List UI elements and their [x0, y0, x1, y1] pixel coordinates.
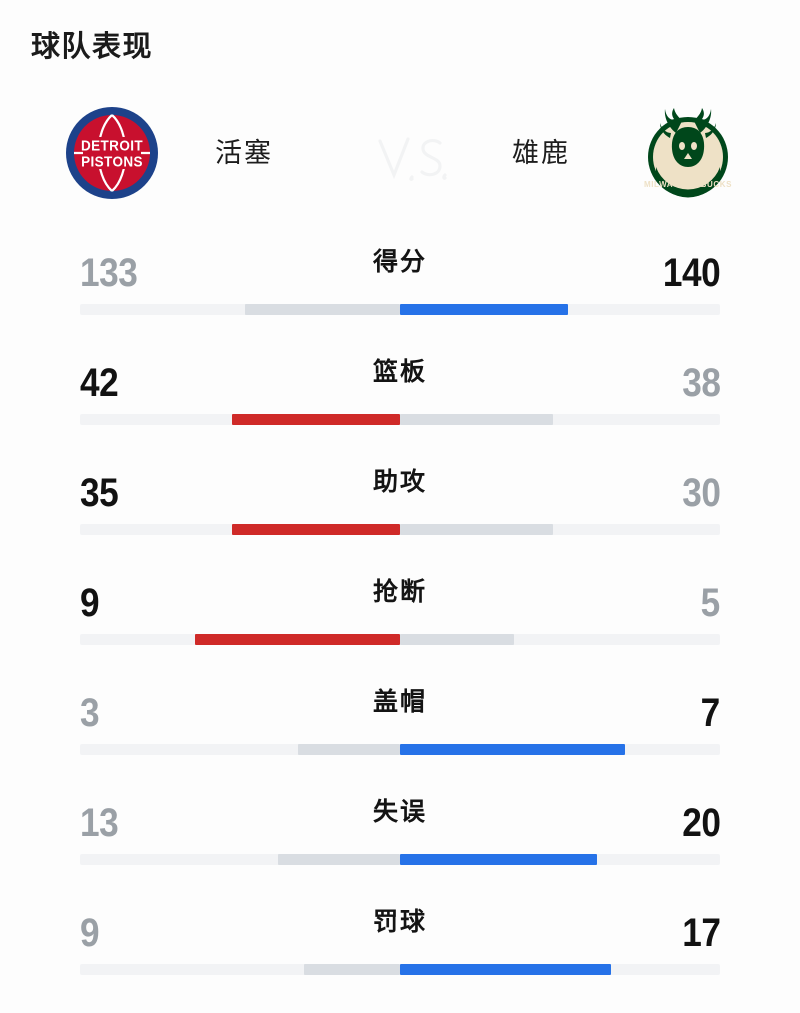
- stat-row: 9 抢断 5: [0, 560, 800, 670]
- left-stat-value: 13: [80, 801, 119, 845]
- svg-text:PISTONS: PISTONS: [81, 153, 143, 170]
- stat-row: 42 篮板 38: [0, 340, 800, 450]
- stat-label: 助攻: [372, 468, 427, 496]
- left-stat-value: 35: [80, 471, 119, 515]
- right-bar-segment: [400, 744, 626, 755]
- stat-label: 盖帽: [372, 688, 427, 716]
- left-stat-value: 9: [80, 911, 100, 955]
- right-bar-segment: [400, 964, 612, 975]
- milwaukee-bucks-logo: MILWAUKEE BUCKS: [640, 105, 736, 201]
- right-stat-value: 30: [681, 471, 721, 515]
- stat-bar-track: [80, 524, 720, 535]
- stat-label: 抢断: [372, 578, 427, 606]
- stat-row: 13 失误 20: [0, 780, 800, 890]
- right-team-name: 雄鹿: [512, 138, 570, 168]
- svg-text:DETROIT: DETROIT: [81, 137, 143, 154]
- stat-bar-track: [80, 964, 720, 975]
- left-stat-value: 9: [80, 581, 100, 625]
- detroit-pistons-logo: DETROIT PISTONS: [64, 105, 160, 201]
- right-stat-value: 38: [681, 361, 721, 405]
- left-bar-segment: [231, 524, 400, 535]
- left-bar-segment: [231, 414, 400, 425]
- left-team-name: 活塞: [215, 138, 273, 168]
- right-stat-value: 20: [681, 801, 721, 845]
- stat-label: 失误: [372, 798, 427, 826]
- right-stat-value: 7: [700, 691, 721, 735]
- right-stat-value: 17: [681, 911, 721, 955]
- right-bar-segment: [400, 304, 569, 315]
- page-title: 球队表现: [31, 31, 154, 63]
- right-bar-segment: [400, 854, 598, 865]
- vs-label: [368, 133, 458, 185]
- right-bar-segment: [400, 634, 514, 645]
- stat-label: 得分: [372, 248, 427, 276]
- right-stat-value: 140: [662, 251, 721, 295]
- stat-row: 3 盖帽 7: [0, 670, 800, 780]
- stat-label: 篮板: [372, 358, 427, 386]
- left-stat-value: 133: [80, 251, 138, 295]
- stat-label: 罚球: [372, 908, 427, 936]
- left-bar-segment: [304, 964, 400, 975]
- stat-row: 133 得分 140: [0, 230, 800, 340]
- stat-bar-track: [80, 744, 720, 755]
- stat-bar-track: [80, 634, 720, 645]
- matchup-header: DETROIT PISTONS 活塞 雄鹿: [0, 105, 800, 210]
- stat-bar-track: [80, 414, 720, 425]
- left-stat-value: 42: [80, 361, 119, 405]
- stats-list: 133 得分 140 42 篮板 38 35 助攻 30 9 抢断 5 3 盖帽 7 13 失误 20 9 罚球 17: [0, 230, 800, 993]
- stat-bar-track: [80, 854, 720, 865]
- right-bar-segment: [400, 414, 553, 425]
- right-bar-segment: [400, 524, 553, 535]
- stat-bar-track: [80, 304, 720, 315]
- left-bar-segment: [297, 744, 400, 755]
- left-stat-value: 3: [80, 691, 100, 735]
- left-bar-segment: [245, 304, 400, 315]
- left-bar-segment: [195, 634, 400, 645]
- left-bar-segment: [278, 854, 400, 865]
- stat-row: 35 助攻 30: [0, 450, 800, 560]
- stat-row: 9 罚球 17: [0, 890, 800, 993]
- svg-text:MILWAUKEE BUCKS: MILWAUKEE BUCKS: [644, 180, 732, 189]
- right-stat-value: 5: [700, 581, 721, 625]
